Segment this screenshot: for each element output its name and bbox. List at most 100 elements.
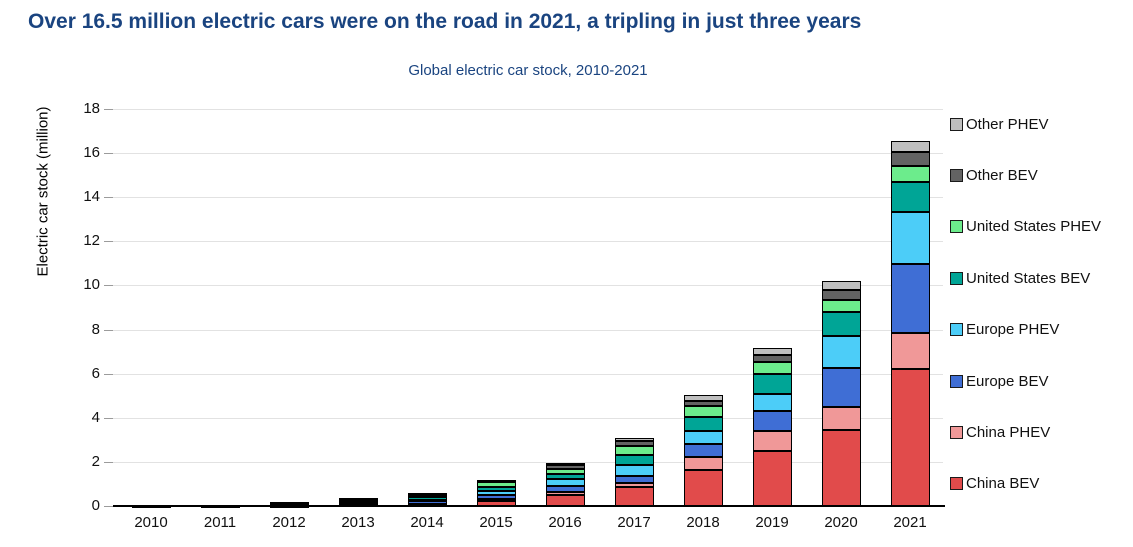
bar-segment xyxy=(890,369,930,506)
legend-item: United States PHEV xyxy=(950,218,1101,236)
bar-segment xyxy=(890,332,930,370)
y-tick-mark xyxy=(104,329,113,331)
y-tick-mark xyxy=(104,197,113,199)
bar-segment xyxy=(545,469,585,474)
y-tick-label: 4 xyxy=(91,408,100,426)
bar-segment xyxy=(614,446,654,456)
bar-segment xyxy=(683,469,723,506)
bar-segment xyxy=(614,482,654,488)
legend-label: United States PHEV xyxy=(966,218,1102,236)
y-tick-mark xyxy=(104,109,113,110)
y-tick-mark xyxy=(104,241,113,243)
bar-segment xyxy=(683,444,723,458)
legend-swatch-icon xyxy=(950,220,963,234)
y-tick-label: 14 xyxy=(83,188,100,206)
bar-segment xyxy=(338,499,378,502)
bar-segment xyxy=(752,354,792,362)
legend-label: Europe PHEV xyxy=(966,321,1060,339)
bar-segment xyxy=(890,140,930,152)
legend-item: Europe PHEV xyxy=(950,321,1059,339)
bar-segment xyxy=(407,494,447,498)
bar-segment xyxy=(890,166,930,182)
x-axis-line xyxy=(113,505,945,507)
y-tick-mark xyxy=(104,153,113,155)
y-tick-mark xyxy=(104,506,113,507)
bar-segment xyxy=(338,503,378,506)
x-tick-label: 2010 xyxy=(134,514,168,531)
y-tick-label: 6 xyxy=(91,364,100,382)
x-tick-label: 2018 xyxy=(686,514,720,531)
x-tick-label: 2016 xyxy=(548,514,582,531)
legend-swatch-icon xyxy=(950,323,963,337)
y-tick-mark xyxy=(104,461,113,463)
legend-item: China PHEV xyxy=(950,423,1050,441)
gridline xyxy=(113,285,943,287)
bar-segment xyxy=(821,281,861,290)
bar-segment xyxy=(407,500,447,503)
legend-item: United States BEV xyxy=(950,269,1090,287)
bar-segment xyxy=(476,479,516,482)
legend-label: Europe BEV xyxy=(966,372,1049,390)
legend-label: Other BEV xyxy=(966,166,1038,184)
legend-swatch-icon xyxy=(950,271,963,285)
bar-segment xyxy=(752,450,792,506)
y-tick-label: 2 xyxy=(91,452,100,470)
gridline xyxy=(113,153,943,155)
legend-label: United States BEV xyxy=(966,269,1091,287)
bar-segment xyxy=(821,289,861,300)
y-tick-label: 8 xyxy=(91,320,100,338)
legend-swatch-icon xyxy=(950,117,963,131)
bar-segment xyxy=(614,476,654,483)
gridline xyxy=(113,417,943,419)
bar-segment xyxy=(821,406,861,430)
bar-segment xyxy=(269,502,309,505)
bar-segment xyxy=(683,405,723,417)
bar-segment xyxy=(752,393,792,412)
bar-segment xyxy=(545,491,585,495)
bar-segment xyxy=(614,455,654,466)
bar-segment xyxy=(545,479,585,486)
bar-segment xyxy=(683,401,723,406)
legend-item: Europe BEV xyxy=(950,372,1049,390)
bar-segment xyxy=(683,457,723,470)
bar-segment xyxy=(752,361,792,374)
legend-item: Other BEV xyxy=(950,166,1038,184)
bar-segment xyxy=(821,429,861,506)
x-tick-label: 2021 xyxy=(893,514,927,531)
gridline xyxy=(113,241,943,243)
bar-segment xyxy=(890,264,930,333)
y-tick-label: 0 xyxy=(91,497,100,514)
bar-segment xyxy=(476,494,516,499)
bar-segment xyxy=(545,462,585,466)
y-tick-label: 18 xyxy=(83,100,100,117)
bar-segment xyxy=(821,299,861,312)
gridline xyxy=(113,329,943,331)
bar-segment xyxy=(545,473,585,480)
bar-segment xyxy=(407,492,447,495)
x-tick-label: 2017 xyxy=(617,514,651,531)
bar-segment xyxy=(614,440,654,447)
gridline xyxy=(113,373,943,375)
legend-label: China BEV xyxy=(966,475,1040,493)
bar-segment xyxy=(407,497,447,501)
x-tick-label: 2011 xyxy=(203,514,237,531)
bar-segment xyxy=(821,311,861,337)
x-tick-label: 2019 xyxy=(755,514,789,531)
x-tick-label: 2012 xyxy=(272,514,306,531)
bar-segment xyxy=(890,152,930,167)
bar-segment xyxy=(545,465,585,470)
bar-segment xyxy=(752,348,792,355)
bar-segment xyxy=(614,465,654,477)
y-tick-mark xyxy=(104,373,113,375)
bar-segment xyxy=(338,501,378,504)
gridline xyxy=(113,109,943,110)
bar-segment xyxy=(683,394,723,402)
bar-segment xyxy=(890,211,930,265)
legend-item: Other PHEV xyxy=(950,115,1049,133)
legend-label: Other PHEV xyxy=(966,115,1049,133)
bar-segment xyxy=(338,497,378,500)
chart-title: Global electric car stock, 2010-2021 xyxy=(408,62,648,79)
bar-segment xyxy=(683,431,723,445)
bar-segment xyxy=(614,437,654,441)
